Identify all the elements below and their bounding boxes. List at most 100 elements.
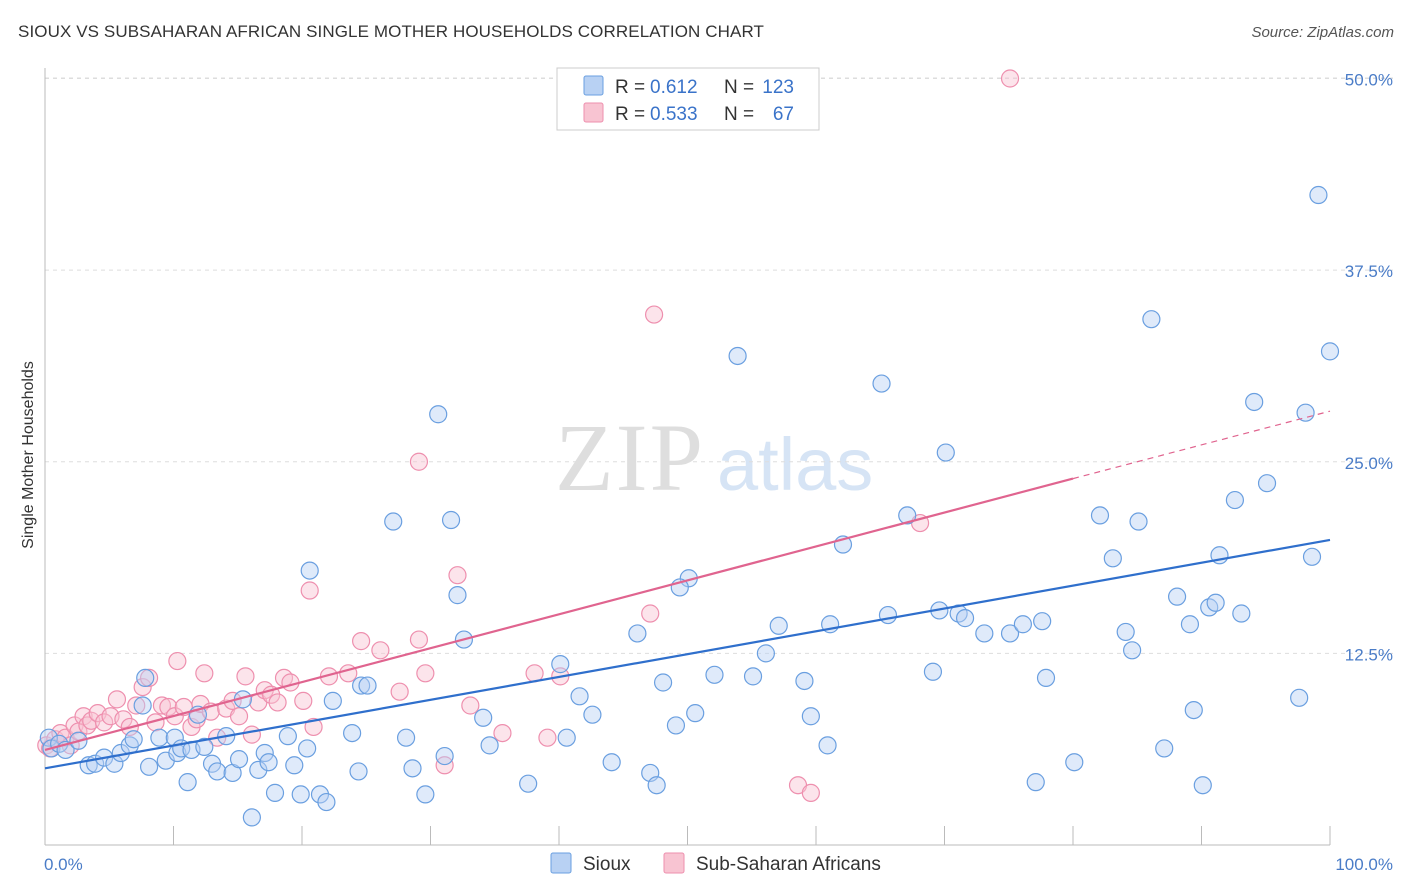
sioux-point [358,676,377,695]
sioux-point [936,443,955,462]
legend-r-label-ssa: R = [615,104,645,125]
sioux-point [39,728,58,747]
ssa-trend-extension [1072,410,1331,480]
sioux-point [1320,342,1340,361]
sioux-point [474,708,493,727]
sioux-point [519,774,538,793]
source-credit: Source: ZipAtlas.com [1251,24,1394,41]
sioux-point [1000,624,1020,643]
sioux-point [229,750,249,769]
watermark: ZIP atlas [555,404,873,511]
ssa-point [159,697,178,717]
sioux-point [801,707,820,726]
sioux-point [647,776,666,795]
ssa-point [229,707,249,726]
sioux-point [1232,604,1251,623]
sioux-point [955,609,975,628]
ssa-point [435,756,454,775]
legend-n-label-sioux: N = [724,77,754,98]
sioux-point [1257,474,1277,493]
sioux-point [317,792,336,812]
x-tick-label-max: 100.0% [1335,855,1393,874]
sioux-point [124,730,143,749]
sioux-point [133,696,152,715]
legend-r-value-ssa: 0.533 [650,104,698,125]
sioux-trend-line [44,538,1331,770]
sioux-point [795,671,814,691]
sioux-point [1013,615,1032,634]
sioux-point [756,644,775,663]
stats-legend: R = 0.612 N = 123 R = 0.533 N = 67 [556,67,820,131]
sioux-point [195,737,214,756]
ssa-point [390,682,409,701]
sioux-point [583,705,602,724]
sioux-point [666,716,686,735]
bottom-legend-label-ssa: Sub-Saharan Africans [696,854,881,875]
sioux-point [975,624,994,643]
sioux-point [291,785,310,804]
x-axis-ticks [173,826,1331,845]
sioux-point [551,655,570,674]
sioux-point [349,762,368,781]
ssa-point [195,664,214,683]
chart-title: SIOUX VS SUBSAHARAN AFRICAN SINGLE MOTHE… [18,22,765,41]
ssa-point [304,717,323,737]
sioux-point [1193,776,1212,795]
sioux-point [323,691,342,710]
ssa-point [107,690,127,709]
sioux-point [429,405,448,424]
sioux-point [139,757,159,776]
ssa-point [493,723,512,743]
series-sioux-points [39,185,1340,827]
sioux-point [705,665,724,684]
sioux-point [743,667,763,686]
sioux-point [255,743,274,763]
sioux-point [178,773,197,792]
ssa-point [127,696,146,715]
sioux-point [1290,688,1309,707]
sioux-point [557,728,576,747]
ssa-trend-line [44,477,1074,752]
sioux-point [878,605,898,625]
sioux-point [1129,512,1148,531]
sioux-point [278,727,297,746]
ssa-point [371,641,390,660]
ssa-point [461,696,480,715]
y-tick-label: 50.0% [1345,71,1393,90]
sioux-point [242,808,261,827]
legend-swatch-ssa [583,102,604,123]
sioux-point [1142,310,1161,329]
y-tick-labels: 12.5% 25.0% 37.5% 50.0% [1345,71,1393,665]
ssa-point [1000,69,1020,88]
sioux-point [686,704,705,723]
sioux-point [343,723,362,743]
sioux-point [1206,593,1225,612]
y-axis-label: Single Mother Households [20,361,37,549]
ssa-point [168,651,187,671]
legend-n-value-sioux: 123 [762,77,794,98]
sioux-point [298,739,317,758]
y-tick-label: 37.5% [1345,262,1393,281]
sioux-point [923,662,943,681]
sioux-point [403,759,422,778]
sioux-point [136,668,155,688]
legend-r-value-sioux: 0.612 [650,77,698,98]
sioux-point [1155,739,1174,758]
watermark-zip: ZIP [555,404,705,511]
sioux-point [208,762,227,781]
sioux-point [602,753,621,772]
sioux-point [416,785,435,804]
sioux-point [1180,615,1200,634]
legend-n-label-ssa: N = [724,104,754,125]
sioux-point [1033,612,1052,631]
ssa-point [644,305,664,324]
sioux-point [285,756,304,775]
sioux-point [1116,622,1135,642]
ssa-point [152,696,172,715]
sioux-point [1302,547,1322,566]
sioux-point [1184,700,1203,720]
sioux-point [570,687,589,706]
ssa-point [416,664,435,683]
sioux-point [265,783,285,802]
sioux-point [448,586,467,605]
